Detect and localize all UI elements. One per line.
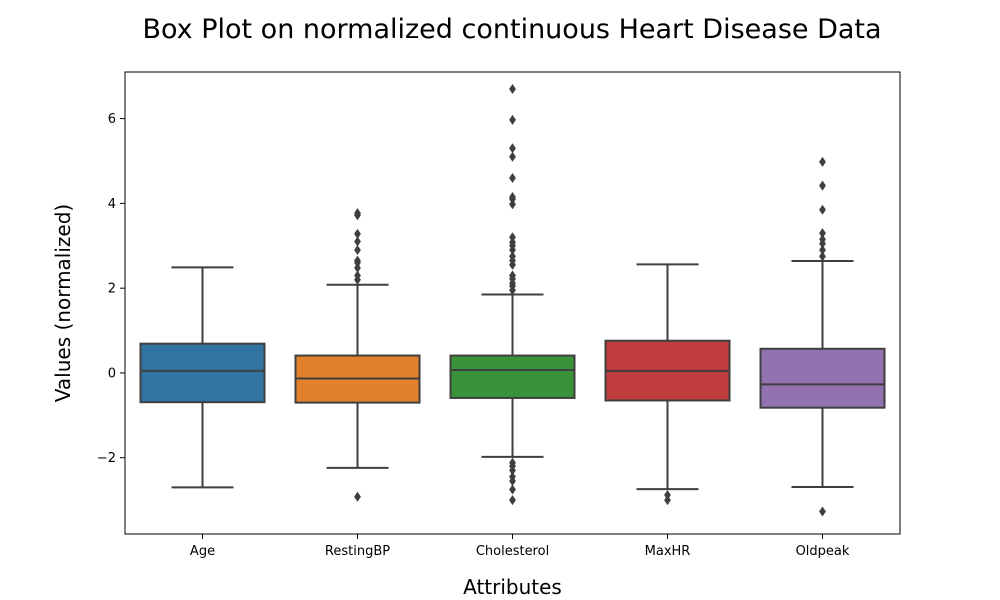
outlier-point: [819, 204, 826, 215]
iqr-box-age: [139, 342, 266, 404]
outlier-point: [509, 143, 516, 154]
box-cholesterol: [449, 83, 576, 506]
outlier-point: [509, 251, 516, 262]
outlier-point: [819, 251, 826, 262]
outlier-point: [354, 270, 361, 281]
outlier-point: [664, 495, 671, 506]
outlier-point: [509, 151, 516, 162]
plot-frame: [124, 71, 901, 535]
outlier-point: [819, 234, 826, 245]
outlier-point: [509, 495, 516, 506]
outlier-point: [354, 236, 361, 247]
y-tick-label: 6: [108, 112, 116, 127]
outlier-point: [509, 232, 516, 243]
y-tick-label: 4: [108, 197, 116, 212]
x-axis: Age RestingBP Cholesterol MaxHR Oldpeak: [190, 534, 850, 559]
outlier-point: [819, 245, 826, 256]
outlier-point: [819, 506, 826, 517]
y-tick-label: −2: [97, 451, 116, 466]
outlier-point: [509, 192, 516, 203]
box-oldpeak: [759, 156, 886, 517]
outlier-point: [509, 457, 516, 468]
outlier-point: [509, 199, 516, 210]
y-axis: −2 0 2 4 6: [97, 112, 125, 466]
outlier-point: [509, 83, 516, 94]
x-tick-label: Age: [190, 544, 215, 559]
x-tick-label: Cholesterol: [476, 544, 549, 559]
y-tick-label: 2: [108, 282, 116, 297]
iqr-box-oldpeak: [759, 347, 886, 409]
outlier-point: [819, 180, 826, 191]
outlier-point: [354, 228, 361, 239]
outlier-point: [354, 491, 361, 502]
iqr-box-cholesterol: [449, 354, 576, 399]
outlier-point: [664, 490, 671, 501]
x-tick-label: RestingBP: [325, 544, 390, 559]
x-tick-label: MaxHR: [645, 544, 691, 559]
boxes-layer: [139, 83, 886, 517]
outlier-point: [819, 156, 826, 167]
box-age: [139, 266, 266, 489]
box-restingbp: [294, 208, 421, 502]
outlier-point: [509, 484, 516, 495]
x-tick-label: Oldpeak: [796, 544, 850, 559]
outlier-point: [819, 228, 826, 239]
outlier-point: [354, 255, 361, 266]
outlier-point: [509, 172, 516, 183]
outlier-point: [509, 471, 516, 482]
chart-title: Box Plot on normalized continuous Heart …: [142, 14, 882, 45]
outlier-point: [354, 245, 361, 256]
outlier-point: [509, 270, 516, 281]
outlier-point: [509, 237, 516, 248]
outlier-point: [354, 208, 361, 219]
outlier-point: [509, 114, 516, 125]
y-tick-label: 0: [108, 366, 116, 381]
box-maxhr: [604, 263, 731, 506]
outlier-point: [354, 262, 361, 273]
y-axis-title: Values (normalized): [51, 204, 75, 402]
x-axis-title: Attributes: [463, 575, 562, 599]
